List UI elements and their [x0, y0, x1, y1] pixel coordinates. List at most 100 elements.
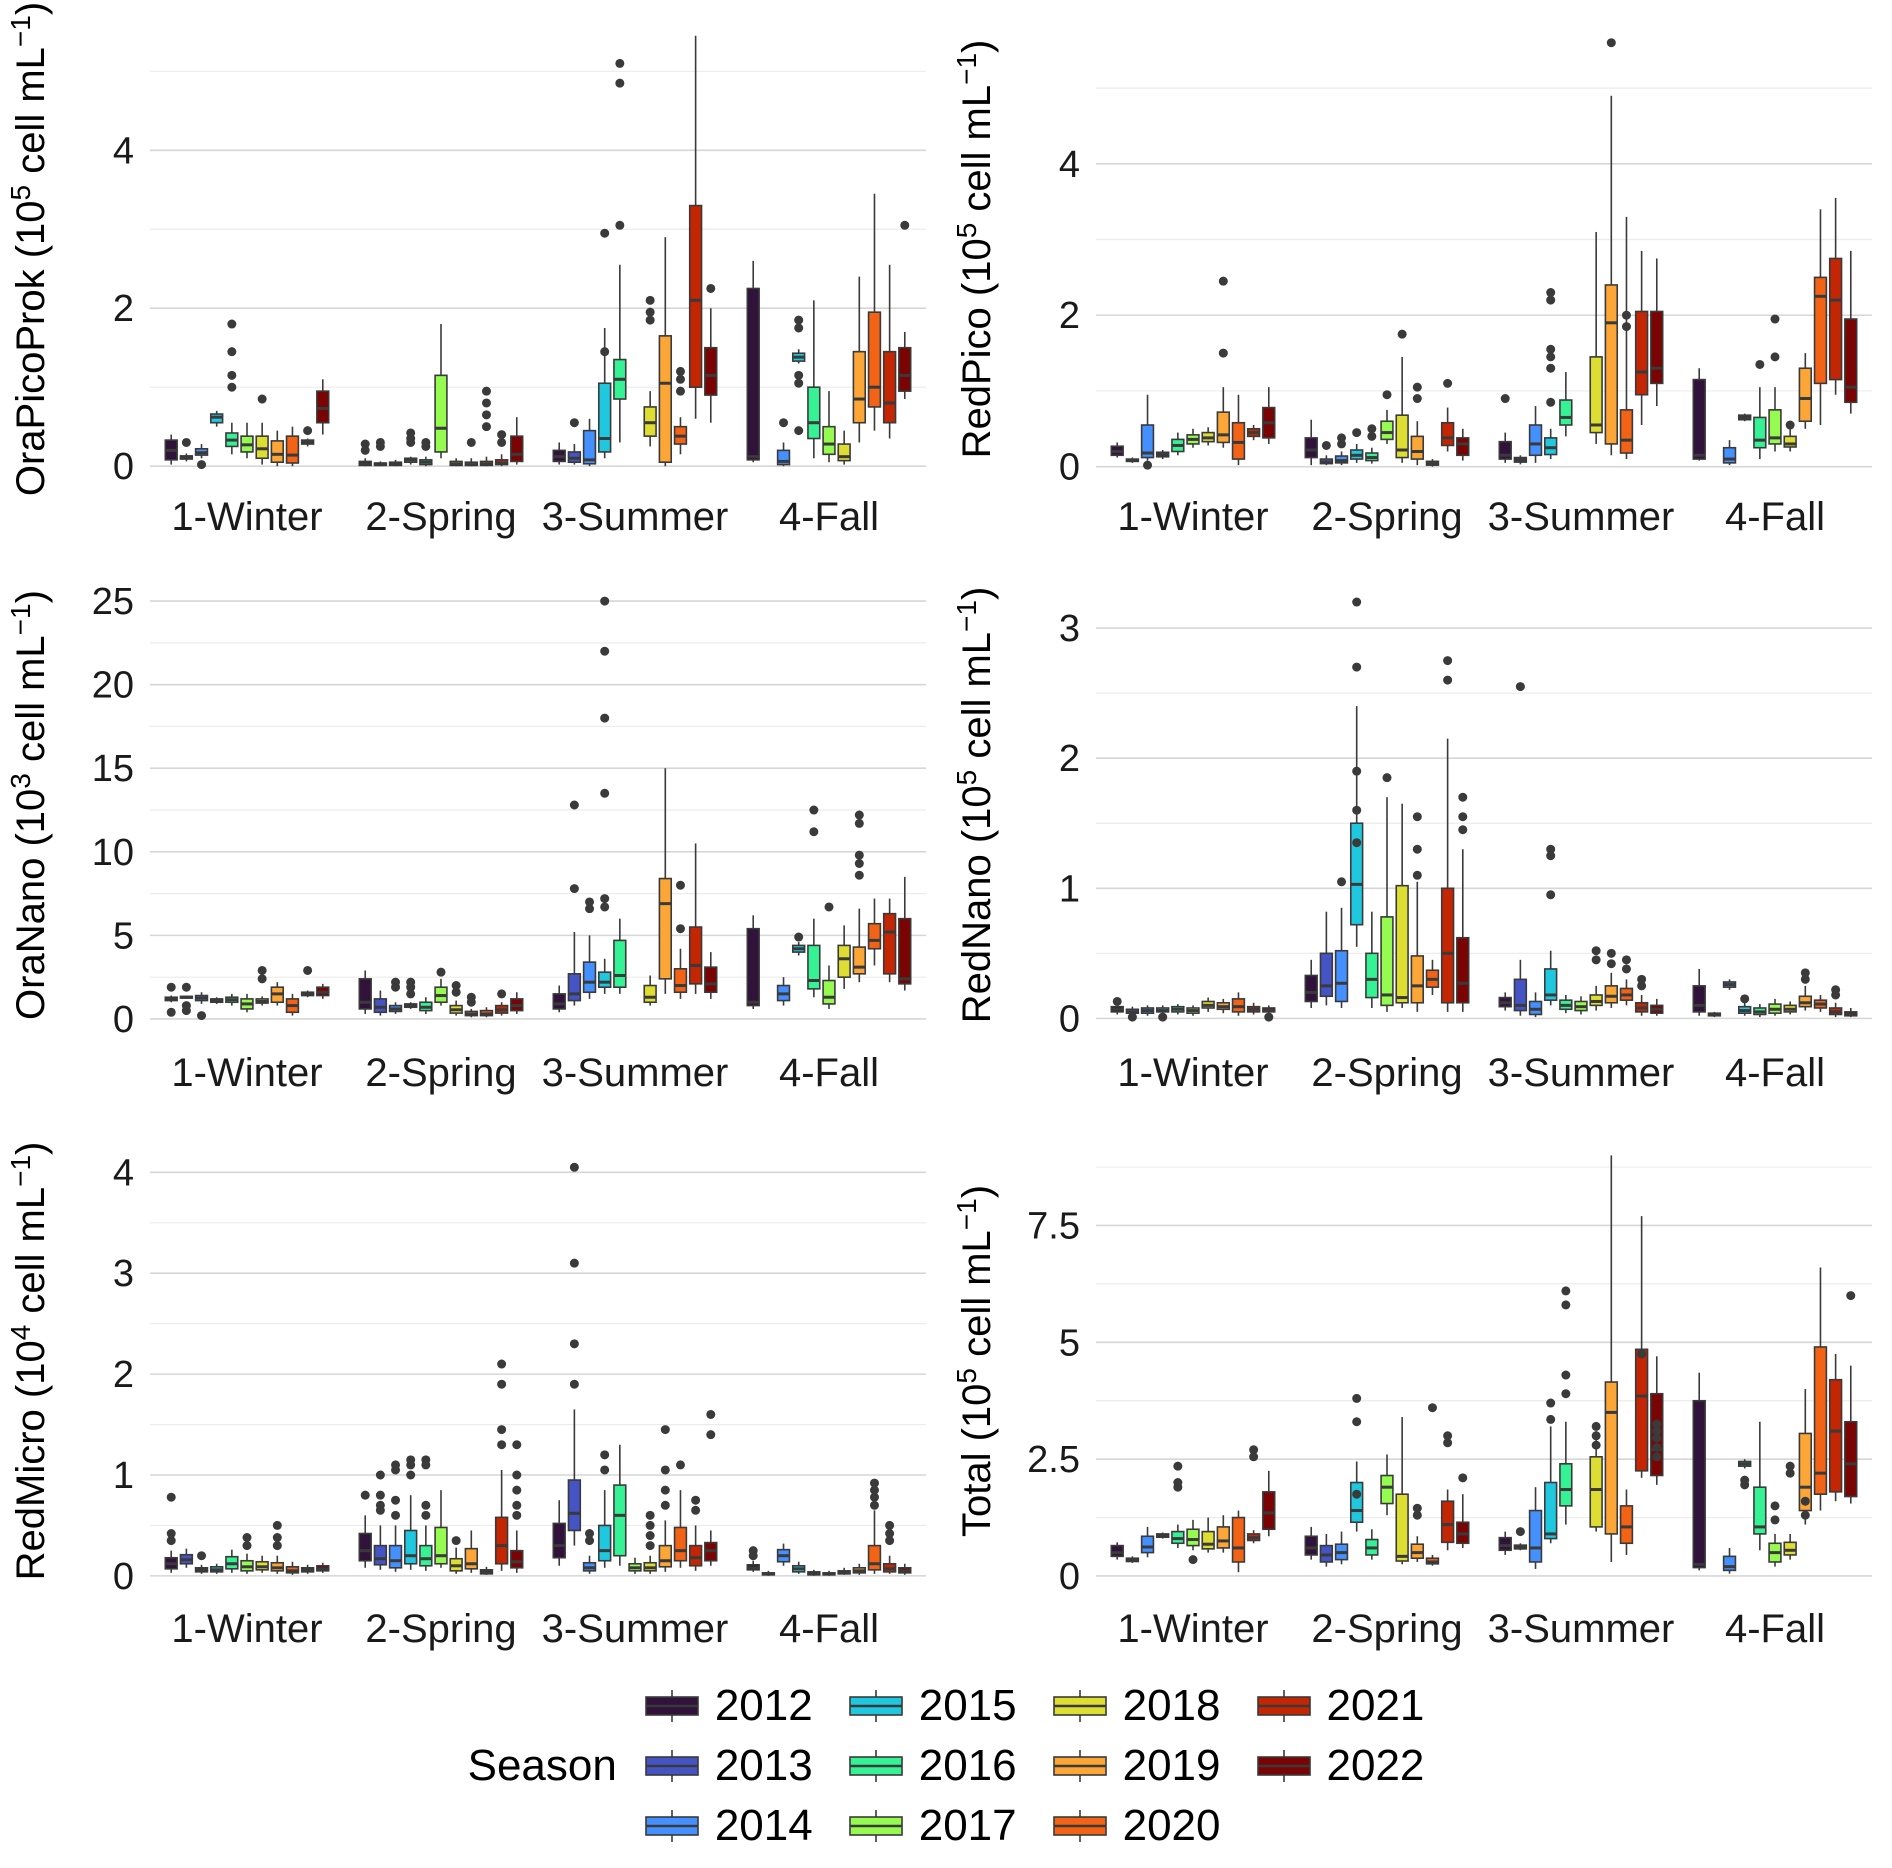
outlier-point — [481, 422, 491, 432]
box-iqr — [1456, 936, 1470, 1004]
box-iqr — [867, 1544, 882, 1571]
boxplot-2021 — [1440, 656, 1455, 1012]
boxplot-2021 — [1634, 1216, 1649, 1478]
boxplot-2014 — [194, 1551, 209, 1574]
box-iqr — [494, 1516, 509, 1565]
outlier-point — [166, 1007, 176, 1017]
outlier-point — [1321, 440, 1331, 450]
outlier-point — [794, 426, 804, 436]
outlier-point — [466, 992, 476, 1002]
outlier-point — [1443, 1431, 1453, 1441]
outlier-point — [1412, 382, 1422, 392]
boxplot-2020 — [1619, 955, 1634, 1006]
boxplot-2012 — [1110, 996, 1124, 1015]
outlier-point — [1606, 38, 1616, 48]
boxplot-2014 — [388, 459, 403, 467]
boxplot-2012 — [746, 915, 760, 1009]
boxplot-2020 — [1813, 994, 1828, 1012]
y-axis-label: RedMicro (104 cell mL−1) — [5, 1142, 53, 1581]
outlier-point — [1546, 288, 1556, 298]
boxplot-2013 — [1125, 1006, 1140, 1022]
outlier-point — [497, 1359, 507, 1369]
x-tick-label: 1-Winter — [1117, 495, 1268, 539]
boxplot-2012 — [164, 982, 178, 1017]
outlier-point — [1546, 344, 1556, 354]
boxplot-2018 — [1395, 803, 1409, 1008]
x-tick-label: 1-Winter — [1117, 1607, 1268, 1651]
outlier-point — [1546, 1414, 1556, 1424]
box-iqr — [688, 1544, 703, 1567]
boxplot-2016 — [1753, 1004, 1767, 1018]
outlier-point — [451, 987, 461, 997]
y-tick-label: 10 — [92, 832, 134, 874]
box-iqr — [597, 382, 612, 453]
boxplot-2020 — [479, 1007, 494, 1018]
outlier-point — [1412, 1503, 1422, 1513]
outlier-point — [1606, 948, 1616, 958]
outlier-point — [481, 410, 491, 420]
outlier-point — [1637, 974, 1647, 984]
outlier-point — [1412, 870, 1422, 880]
boxplot-2019 — [658, 768, 673, 994]
boxplot-2012 — [1498, 1531, 1512, 1555]
box-iqr — [1783, 1541, 1797, 1556]
boxplot-2019 — [1410, 812, 1425, 1012]
box-iqr — [510, 1549, 524, 1569]
outlier-point — [885, 1536, 895, 1546]
box-iqr — [1380, 1474, 1394, 1505]
outlier-point — [421, 1500, 431, 1510]
boxplot-2016 — [419, 1455, 433, 1571]
boxplot-2020 — [285, 426, 300, 467]
boxplot-2017 — [240, 1533, 254, 1574]
boxplot-2022 — [704, 283, 718, 423]
boxplot-2021 — [688, 35, 703, 419]
outlier-point — [497, 1425, 507, 1435]
outlier-point — [451, 1536, 461, 1546]
outlier-point — [497, 989, 507, 999]
box-iqr — [807, 944, 821, 990]
box-iqr — [807, 386, 821, 440]
box-iqr — [1619, 409, 1634, 454]
outlier-point — [181, 982, 191, 992]
boxplot-2015 — [597, 596, 612, 994]
boxplot-2014 — [1334, 877, 1349, 1008]
boxplot-2013 — [373, 437, 388, 467]
y-tick-label: 2 — [1059, 295, 1080, 337]
boxplot-2016 — [1171, 1004, 1185, 1015]
outlier-point — [794, 315, 804, 325]
box-iqr — [1813, 276, 1828, 385]
x-tick-label: 3-Summer — [542, 495, 729, 539]
outlier-point — [360, 439, 370, 449]
outlier-point — [645, 295, 655, 305]
outlier-point — [1546, 890, 1556, 900]
outlier-point — [1621, 964, 1631, 974]
box-iqr — [1231, 1516, 1246, 1563]
outlier-point — [600, 228, 610, 238]
boxplot-2013 — [373, 1470, 388, 1570]
box-iqr — [822, 425, 836, 456]
box-iqr — [1604, 985, 1619, 1004]
boxplot-2020 — [479, 386, 494, 467]
outlier-point — [1352, 428, 1362, 438]
box-iqr — [510, 435, 524, 463]
outlier-point — [1621, 955, 1631, 965]
y-axis-label: RedPico (105 cell mL−1) — [951, 40, 999, 459]
outlier-point — [869, 1500, 879, 1510]
boxplot-2015 — [1543, 844, 1558, 1006]
box-iqr — [285, 435, 300, 464]
outlier-point — [1652, 1442, 1662, 1452]
y-tick-label: 5 — [1059, 1322, 1080, 1364]
outlier-point — [645, 307, 655, 317]
boxplot-2016 — [1559, 372, 1573, 437]
x-tick-label: 2-Spring — [1311, 1051, 1462, 1095]
boxplot-2021 — [300, 426, 315, 447]
x-tick-label: 2-Spring — [365, 1051, 516, 1095]
box-iqr — [1589, 1456, 1603, 1528]
outlier-point — [660, 1485, 670, 1495]
box-iqr — [658, 1544, 673, 1568]
outlier-point — [869, 1485, 879, 1495]
rednano-boxplot-chart: 0 1 2 3 RedNano (105 cell mL−1) 1-Winter 2-Spr… — [951, 587, 1872, 1095]
boxplot-2018 — [1201, 997, 1215, 1012]
boxplot-2022 — [1262, 1470, 1276, 1537]
boxplot-2017 — [240, 993, 254, 1013]
